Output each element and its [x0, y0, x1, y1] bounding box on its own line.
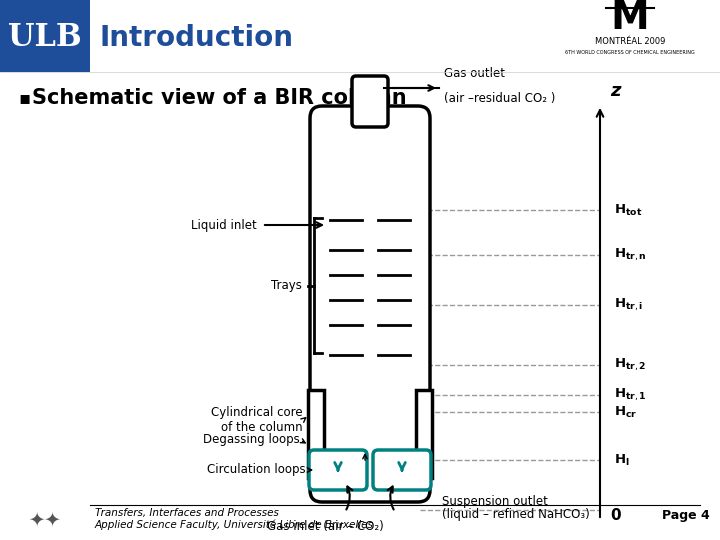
Text: Schematic view of a BIR column: Schematic view of a BIR column [32, 88, 407, 108]
Text: $\mathbf{H}_{\mathbf{tr},\mathbf{n}}$: $\mathbf{H}_{\mathbf{tr},\mathbf{n}}$ [614, 247, 647, 263]
Text: Applied Science Faculty, Université Libre de Bruxelles: Applied Science Faculty, Université Libr… [95, 520, 374, 530]
Text: Circulation loops: Circulation loops [207, 463, 306, 476]
FancyBboxPatch shape [309, 450, 367, 490]
Text: z: z [610, 82, 621, 100]
Bar [327, 412, 413, 478]
Text: $\mathbf{H}_{\mathbf{l}}$: $\mathbf{H}_{\mathbf{l}}$ [614, 453, 630, 468]
Text: Suspension outlet: Suspension outlet [442, 495, 548, 508]
Text: Liquid inlet: Liquid inlet [192, 219, 257, 232]
Text: Suspension: Suspension [331, 458, 399, 471]
Text: 6TH WORLD CONGRESS OF CHEMICAL ENGINEERING: 6TH WORLD CONGRESS OF CHEMICAL ENGINEERI… [565, 51, 695, 56]
Text: Transfers, Interfaces and Processes: Transfers, Interfaces and Processes [95, 508, 279, 518]
Bar [0, 0, 90, 72]
FancyBboxPatch shape [373, 450, 431, 490]
Text: $\mathbf{H}_{\mathbf{tr},\mathbf{2}}$: $\mathbf{H}_{\mathbf{tr},\mathbf{2}}$ [614, 357, 647, 373]
Text: Gas inlet (air – CO₂): Gas inlet (air – CO₂) [266, 520, 383, 533]
Text: Cylindrical core
of the column: Cylindrical core of the column [212, 406, 303, 434]
Text: $\mathbf{H}_{\mathbf{tot}}$: $\mathbf{H}_{\mathbf{tot}}$ [614, 202, 642, 218]
FancyBboxPatch shape [310, 106, 430, 502]
FancyBboxPatch shape [352, 76, 388, 127]
Text: ULB: ULB [8, 23, 82, 53]
Text: (air –residual CO₂ ): (air –residual CO₂ ) [444, 92, 555, 105]
Text: $\mathbf{H}_{\mathbf{tr},\mathbf{i}}$: $\mathbf{H}_{\mathbf{tr},\mathbf{i}}$ [614, 297, 644, 313]
Text: M: M [611, 0, 649, 37]
Text: Gas outlet: Gas outlet [444, 67, 505, 80]
Text: $\mathbf{H}_{\mathbf{cr}}$: $\mathbf{H}_{\mathbf{cr}}$ [614, 404, 637, 420]
Text: ▪: ▪ [18, 89, 30, 107]
Text: Page 4: Page 4 [662, 509, 710, 522]
Bar [308, 390, 324, 478]
Text: 0: 0 [610, 508, 621, 523]
Text: $\mathbf{H}_{\mathbf{tr},\mathbf{1}}$: $\mathbf{H}_{\mathbf{tr},\mathbf{1}}$ [614, 387, 647, 403]
Text: ✦✦: ✦✦ [29, 510, 61, 530]
Text: (liquid – refined NaHCO₃): (liquid – refined NaHCO₃) [442, 508, 590, 521]
Text: Introduction: Introduction [100, 24, 294, 52]
Bar [416, 390, 432, 478]
Text: Degassing loops: Degassing loops [203, 434, 300, 447]
Text: MONTRÉAL 2009: MONTRÉAL 2009 [595, 37, 665, 46]
Text: Trays: Trays [271, 279, 302, 292]
